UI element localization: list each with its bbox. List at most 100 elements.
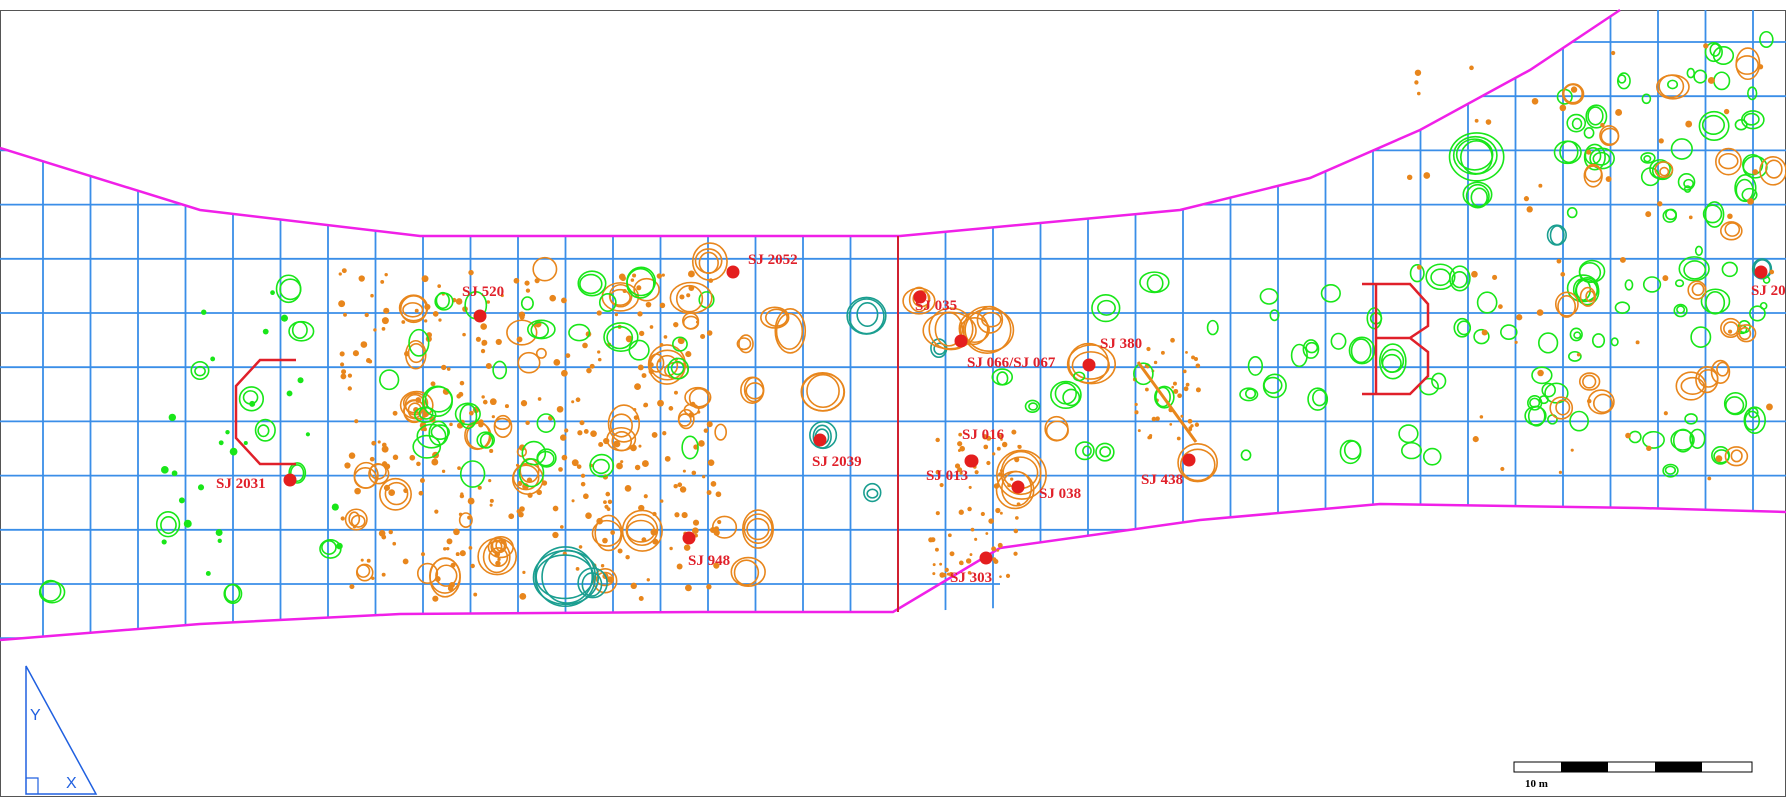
feature-dot: [1471, 270, 1478, 278]
feature-dot: [1015, 516, 1019, 520]
feature-outline: [1062, 388, 1081, 407]
feature-dot: [1707, 476, 1712, 481]
feature-outline: [991, 368, 1014, 386]
feature-dot: [585, 512, 592, 519]
feature-outline: [1366, 307, 1383, 330]
feature-dot: [606, 507, 611, 512]
feature-dot: [201, 309, 207, 315]
feature-dot: [457, 466, 461, 471]
feature-outline: [743, 513, 773, 544]
feature-outline: [1736, 324, 1757, 343]
axis-x-label: X: [66, 775, 77, 792]
feature-dot: [632, 273, 637, 278]
feature-outline: [353, 461, 379, 489]
feature-outline: [592, 458, 610, 475]
feature-outline: [1549, 396, 1574, 420]
feature-dot: [552, 505, 559, 512]
feature-dot: [1474, 118, 1479, 123]
feature-dot: [939, 562, 943, 566]
feature-outline: [714, 423, 728, 441]
feature-dot: [992, 557, 997, 562]
scale-bar: [1513, 761, 1753, 773]
feature-dot: [1134, 410, 1139, 415]
feature-dot: [446, 538, 453, 545]
feature-dot: [558, 467, 563, 472]
feature-outline: [764, 308, 788, 327]
feature-dot: [935, 469, 941, 475]
linear-feature: [1136, 361, 1198, 443]
feature-outline: [1751, 258, 1773, 280]
feature-outline: [846, 296, 887, 335]
sample-point-sj2031: [283, 473, 297, 487]
feature-outline: [1179, 448, 1216, 482]
feature-dot: [969, 553, 973, 556]
feature-outline: [625, 513, 659, 547]
feature-outline: [928, 307, 974, 351]
feature-outline: [581, 572, 603, 597]
feature-outline: [730, 556, 766, 588]
feature-outline: [1578, 259, 1606, 283]
feature-dot: [225, 429, 230, 435]
feature-dot: [1144, 387, 1149, 392]
feature-outline: [516, 446, 528, 458]
feature-outline: [254, 418, 276, 442]
feature-dot: [1176, 436, 1181, 441]
feature-dot: [673, 321, 679, 328]
feature-dot: [1173, 388, 1179, 394]
feature-dot: [637, 364, 644, 371]
feature-dot: [1195, 387, 1201, 393]
feature-outline: [1571, 117, 1583, 130]
feature-dot: [419, 478, 425, 483]
feature-dot: [1688, 215, 1693, 220]
feature-dot: [430, 381, 436, 387]
feature-outline: [1312, 389, 1328, 407]
feature-outline: [1589, 147, 1615, 170]
feature-dot: [1172, 381, 1177, 386]
feature-outline: [1531, 366, 1553, 385]
feature-dot: [467, 497, 475, 505]
feature-outline: [670, 360, 685, 376]
feature-dot: [421, 275, 429, 283]
feature-outline: [1719, 221, 1743, 241]
feature-dot: [1153, 360, 1158, 365]
feature-outline: [1339, 439, 1362, 465]
feature-dot: [996, 446, 1001, 451]
feature-dot: [590, 430, 597, 437]
feature-outline: [628, 339, 650, 361]
feature-outline: [1718, 152, 1739, 170]
feature-dot: [552, 531, 559, 539]
feature-dot: [630, 582, 637, 590]
feature-outline: [459, 403, 478, 430]
feature-dot: [348, 452, 356, 459]
feature-outline: [518, 458, 545, 488]
feature-outline: [506, 319, 538, 346]
feature-dot: [432, 595, 439, 602]
feature-outline: [160, 516, 177, 535]
feature-dot: [480, 348, 486, 354]
feature-dot: [620, 460, 624, 464]
feature-dot: [1559, 104, 1567, 112]
sample-point-sj2052: [726, 265, 740, 279]
feature-dot: [1406, 174, 1413, 181]
feature-dot: [468, 546, 473, 550]
feature-outline: [1585, 104, 1608, 129]
feature-dot: [707, 459, 715, 466]
feature-outline: [1702, 204, 1723, 224]
feature-outline: [1133, 362, 1154, 386]
feature-outline: [408, 328, 430, 357]
feature-dot: [416, 461, 421, 467]
feature-outline: [1667, 79, 1679, 90]
feature-dot: [1134, 402, 1138, 407]
feature-dot: [643, 494, 648, 499]
feature-dot: [349, 584, 355, 590]
feature-outline: [1044, 415, 1069, 442]
feature-outline: [1453, 317, 1471, 338]
feature-dot: [1185, 382, 1190, 387]
sample-label-sj438: SJ 438: [1141, 472, 1184, 488]
feature-outline: [1566, 274, 1599, 303]
feature-dot: [958, 509, 964, 515]
feature-dot: [420, 552, 426, 557]
feature-outline: [1054, 382, 1077, 405]
feature-dot: [413, 406, 419, 413]
